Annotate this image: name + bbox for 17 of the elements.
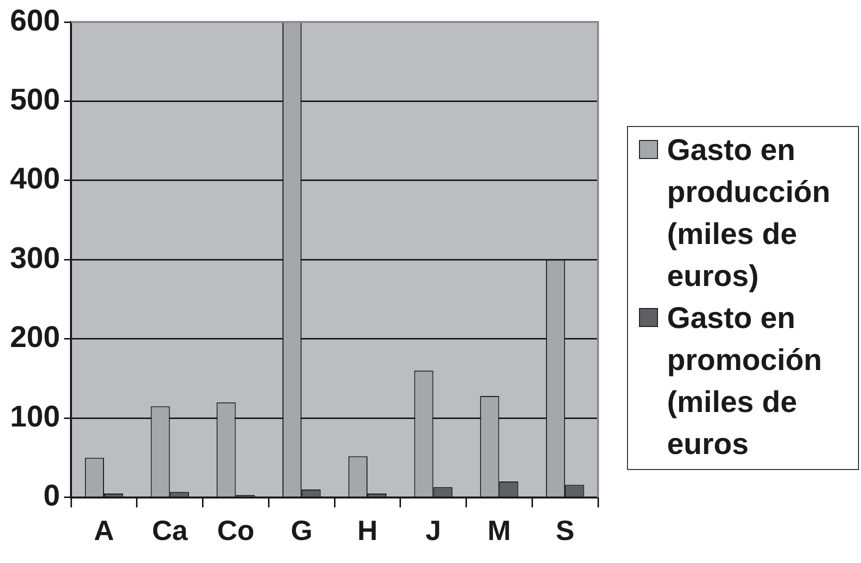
x-tick-label: S — [556, 514, 574, 546]
x-tick-label: G — [290, 514, 312, 546]
x-tick-label: H — [357, 514, 378, 546]
legend-label: Gasto en promoción (miles de euros — [667, 301, 823, 463]
y-tick-label: 600 — [10, 4, 60, 38]
legend-label: Gasto en producción (miles de euros) — [667, 133, 832, 295]
y-tick-label: 0 — [43, 480, 60, 513]
y-tick-label: 500 — [10, 84, 60, 116]
x-tick-label: A — [94, 514, 114, 546]
x-tick-label: M — [488, 514, 511, 546]
y-tick-label: 400 — [10, 162, 60, 196]
y-tick-label: 100 — [10, 400, 60, 434]
x-tick-label: J — [426, 514, 442, 546]
y-tick-label: 200 — [10, 321, 60, 354]
x-tick-label: Co — [217, 514, 254, 546]
x-tick-label: Ca — [152, 514, 188, 546]
y-tick-label: 300 — [10, 242, 60, 275]
